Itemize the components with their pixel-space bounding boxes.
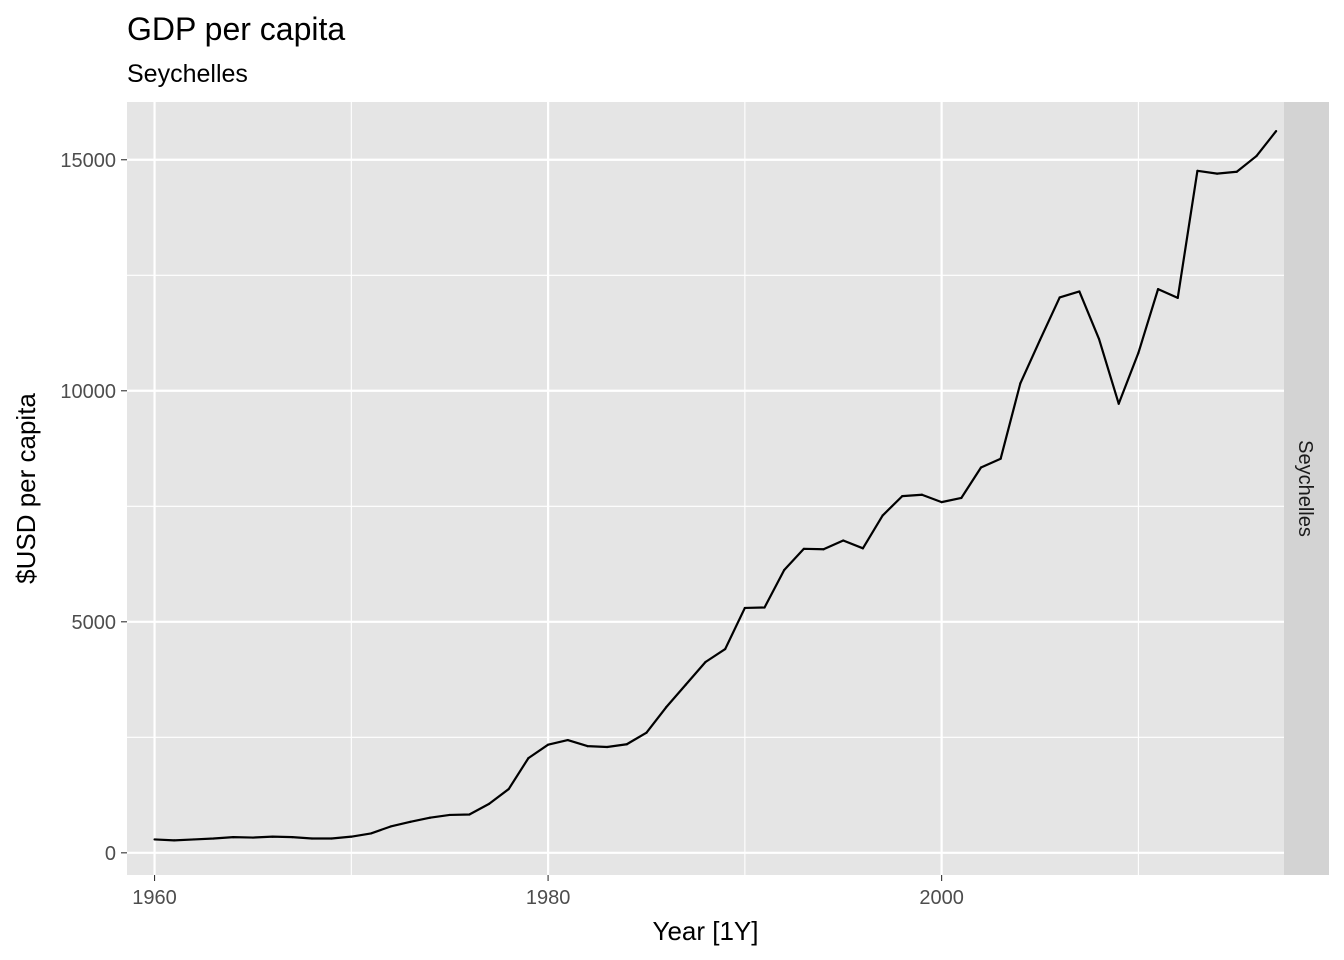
data-point	[1235, 170, 1238, 173]
minor-gridlines	[127, 102, 1284, 875]
data-point	[1137, 351, 1140, 354]
data-point	[901, 495, 904, 498]
data-point	[606, 745, 609, 749]
data-point	[704, 660, 707, 664]
data-point	[310, 837, 314, 840]
facet-strip	[1284, 102, 1329, 875]
data-point	[1255, 154, 1258, 158]
data-point	[1097, 337, 1101, 341]
data-point	[960, 496, 963, 500]
data-point	[487, 802, 491, 805]
data-point	[566, 738, 569, 742]
data-point	[586, 744, 589, 748]
data-point	[1156, 288, 1160, 291]
x-tick-label: 1980	[526, 887, 571, 909]
data-point	[350, 835, 353, 838]
data-point	[369, 832, 373, 835]
y-tick-label: 5000	[72, 612, 117, 634]
data-points	[153, 130, 1278, 842]
chart-title: GDP per capita	[127, 11, 345, 47]
data-point	[724, 647, 727, 651]
x-axis: 1960 1980 2000	[132, 875, 964, 909]
plot-panel	[127, 102, 1284, 875]
data-point	[940, 501, 943, 504]
data-point	[1078, 290, 1081, 293]
data-point	[1176, 296, 1179, 300]
data-point	[448, 813, 451, 817]
data-point	[920, 493, 924, 496]
data-point	[625, 743, 628, 746]
data-point	[232, 836, 235, 839]
x-tick-label: 1960	[132, 887, 177, 909]
data-point	[979, 466, 983, 469]
x-axis-title: Year [1Y]	[652, 916, 758, 946]
y-tick-label: 10000	[60, 381, 116, 403]
data-point	[507, 787, 510, 791]
data-point	[684, 683, 687, 686]
data-point	[212, 837, 215, 840]
y-tick-label: 15000	[60, 150, 116, 172]
data-point	[999, 457, 1002, 460]
data-point	[783, 568, 786, 572]
data-point	[173, 839, 176, 842]
data-point	[192, 838, 196, 841]
series-line-seychelles	[154, 130, 1277, 842]
data-point	[881, 514, 884, 517]
data-point	[291, 836, 294, 839]
data-point	[409, 820, 412, 823]
data-point	[763, 606, 766, 609]
major-gridlines	[127, 102, 1284, 875]
data-point	[1196, 169, 1199, 172]
y-axis: 0 5000 10000 15000	[60, 150, 127, 865]
data-point	[1215, 172, 1219, 175]
data-point	[1019, 382, 1022, 385]
data-point	[842, 539, 845, 542]
data-point	[861, 547, 865, 550]
data-point	[468, 813, 471, 816]
data-point	[546, 743, 550, 746]
y-axis-title: $USD per capita	[11, 393, 41, 584]
data-point	[645, 731, 648, 734]
chart-subtitle: Seychelles	[127, 60, 248, 88]
data-point	[251, 836, 255, 839]
data-point	[1038, 338, 1042, 342]
data-point	[743, 606, 746, 610]
data-point	[389, 825, 392, 828]
data-point	[330, 837, 333, 840]
y-tick-label: 0	[105, 843, 116, 865]
data-point	[1275, 130, 1278, 133]
data-point	[527, 757, 530, 760]
x-tick-label: 2000	[919, 887, 964, 909]
facet-strip-label: Seychelles	[1294, 440, 1316, 537]
data-point	[802, 547, 805, 550]
data-point	[271, 835, 274, 838]
data-point	[1117, 402, 1120, 405]
data-point	[822, 548, 825, 551]
data-point	[665, 706, 668, 709]
data-point	[428, 816, 432, 819]
data-point	[153, 838, 156, 841]
data-point	[1058, 296, 1061, 299]
